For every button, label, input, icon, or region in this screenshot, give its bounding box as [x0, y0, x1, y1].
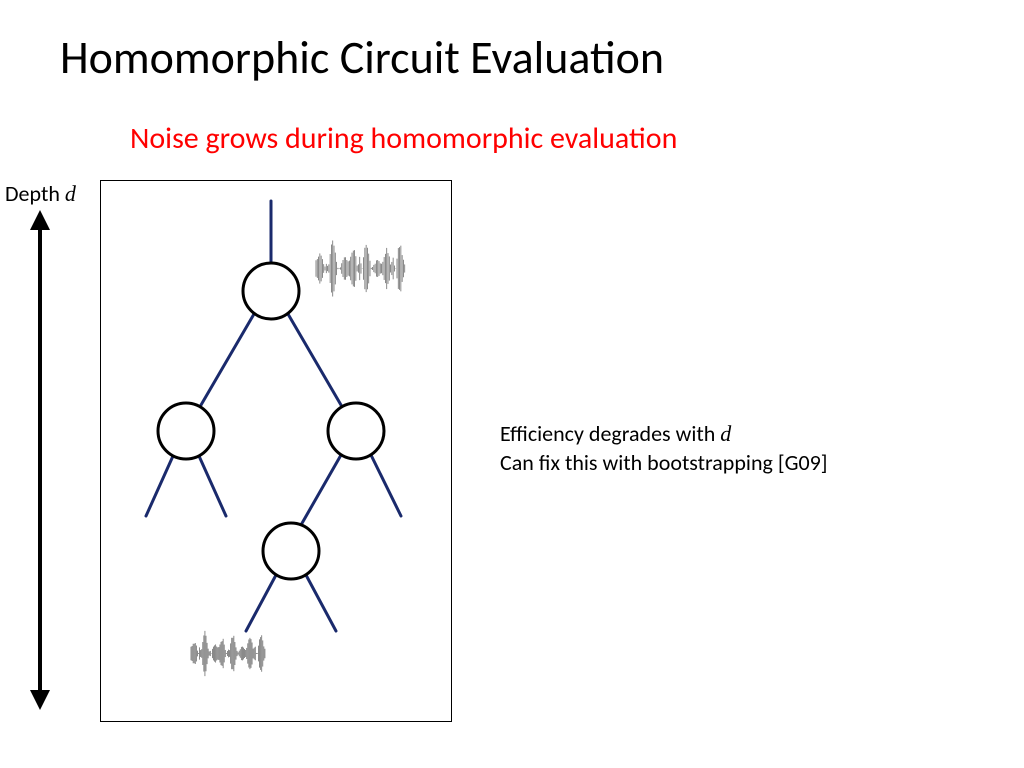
depth-label: Depth d — [5, 180, 76, 207]
side-text-line1: Efficiency degrades with d — [500, 420, 828, 449]
depth-arrow — [20, 210, 60, 720]
side-text-line2: Can fix this with bootstrapping [G09] — [500, 449, 828, 478]
slide-subtitle: Noise grows during homomorphic evaluatio… — [130, 120, 677, 157]
side-text-var: d — [720, 421, 731, 446]
side-text-line1-prefix: Efficiency degrades with — [500, 420, 720, 447]
depth-label-text: Depth — [5, 180, 65, 207]
circuit-diagram-box — [100, 180, 452, 722]
circuit-tree — [101, 181, 451, 721]
depth-variable: d — [65, 181, 76, 206]
side-text: Efficiency degrades with d Can fix this … — [500, 420, 828, 477]
slide-title: Homomorphic Circuit Evaluation — [60, 30, 664, 86]
